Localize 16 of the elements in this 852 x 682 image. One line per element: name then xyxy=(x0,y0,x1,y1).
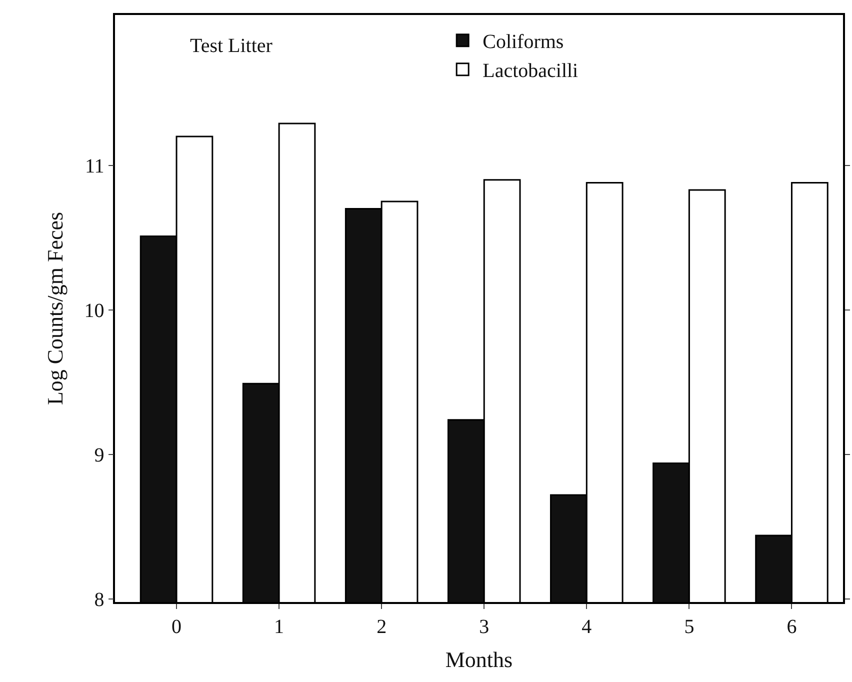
y-axis-title: Log Counts/gm Feces xyxy=(42,212,68,406)
x-tick-label: 6 xyxy=(786,616,797,638)
y-tick-label: 8 xyxy=(94,589,104,612)
x-tick-label: 3 xyxy=(479,616,490,638)
x-tick-label: 4 xyxy=(582,616,592,638)
y-tick-label: 9 xyxy=(94,444,104,467)
legend-label: Lactobacilli xyxy=(482,60,579,82)
legend-label: Coliforms xyxy=(482,31,564,54)
y-tick-label: 11 xyxy=(84,155,104,178)
x-tick-label: 5 xyxy=(684,616,694,638)
annotation: Test Litter xyxy=(190,35,273,57)
x-tick-label: 0 xyxy=(172,616,182,638)
x-axis-title: Months xyxy=(445,647,513,672)
y-tick-label: 10 xyxy=(84,300,104,322)
x-tick-label: 2 xyxy=(376,616,387,638)
x-tick-label: 1 xyxy=(274,616,284,638)
